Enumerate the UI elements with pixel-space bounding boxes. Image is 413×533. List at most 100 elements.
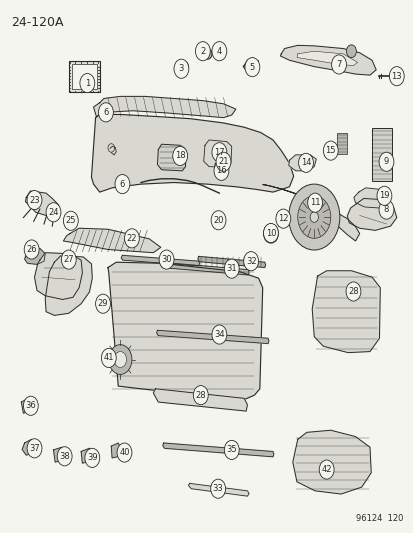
- Text: 14: 14: [300, 158, 311, 167]
- Circle shape: [124, 229, 139, 248]
- Text: 15: 15: [325, 146, 335, 155]
- Text: 33: 33: [212, 484, 223, 493]
- Text: 23: 23: [29, 196, 40, 205]
- Bar: [247, 60, 258, 70]
- Circle shape: [115, 174, 130, 193]
- Polygon shape: [22, 439, 34, 455]
- Circle shape: [24, 240, 39, 259]
- Polygon shape: [111, 443, 121, 458]
- Text: 35: 35: [226, 446, 237, 455]
- Polygon shape: [188, 483, 249, 496]
- Text: 40: 40: [119, 448, 129, 457]
- Polygon shape: [311, 271, 380, 353]
- Text: 21: 21: [218, 157, 228, 166]
- Polygon shape: [203, 140, 231, 167]
- Circle shape: [195, 42, 210, 61]
- Circle shape: [298, 154, 313, 172]
- Circle shape: [210, 479, 225, 498]
- Polygon shape: [121, 255, 199, 266]
- Circle shape: [309, 212, 318, 222]
- Polygon shape: [93, 96, 235, 118]
- Text: 20: 20: [213, 216, 223, 225]
- Circle shape: [61, 250, 76, 269]
- Text: 41: 41: [103, 353, 114, 362]
- Circle shape: [331, 55, 346, 74]
- Circle shape: [80, 74, 95, 93]
- Circle shape: [266, 228, 274, 239]
- Circle shape: [288, 184, 339, 250]
- Text: 27: 27: [63, 255, 74, 264]
- Text: 4: 4: [216, 47, 221, 55]
- Bar: [371, 128, 391, 181]
- Polygon shape: [81, 448, 92, 463]
- Polygon shape: [214, 161, 229, 172]
- Polygon shape: [156, 330, 268, 344]
- Circle shape: [211, 211, 225, 230]
- Polygon shape: [262, 184, 359, 241]
- Text: 13: 13: [391, 71, 401, 80]
- Polygon shape: [347, 198, 396, 230]
- Circle shape: [173, 59, 188, 78]
- Circle shape: [297, 196, 330, 238]
- Text: 3: 3: [178, 64, 184, 73]
- Text: 6: 6: [119, 180, 125, 189]
- Bar: [69, 61, 100, 92]
- Text: 18: 18: [174, 151, 185, 160]
- Text: 17: 17: [214, 148, 224, 157]
- Polygon shape: [243, 60, 258, 71]
- Circle shape: [57, 447, 72, 466]
- Circle shape: [346, 45, 356, 58]
- Circle shape: [98, 103, 113, 122]
- Polygon shape: [21, 399, 29, 413]
- Text: 39: 39: [87, 454, 97, 463]
- Text: 5: 5: [249, 63, 254, 71]
- Polygon shape: [212, 214, 223, 225]
- Circle shape: [211, 143, 226, 162]
- Circle shape: [378, 152, 393, 171]
- Text: 29: 29: [97, 299, 108, 308]
- Circle shape: [95, 294, 110, 313]
- Circle shape: [109, 345, 132, 374]
- Text: 19: 19: [378, 191, 389, 200]
- Text: 32: 32: [245, 257, 256, 265]
- Text: 24-120A: 24-120A: [11, 15, 63, 29]
- Circle shape: [23, 396, 38, 415]
- Text: 38: 38: [59, 452, 70, 461]
- Circle shape: [172, 147, 187, 165]
- Circle shape: [244, 58, 259, 77]
- Text: 25: 25: [65, 216, 76, 225]
- Polygon shape: [153, 389, 247, 411]
- Text: 9: 9: [383, 157, 388, 166]
- Polygon shape: [288, 155, 316, 171]
- Text: 28: 28: [195, 391, 206, 400]
- Bar: [71, 64, 97, 89]
- Text: 6: 6: [103, 108, 108, 117]
- Circle shape: [224, 259, 239, 278]
- Text: 96124  120: 96124 120: [355, 514, 402, 523]
- Circle shape: [216, 152, 230, 171]
- Polygon shape: [280, 45, 375, 75]
- Circle shape: [101, 349, 116, 368]
- Polygon shape: [91, 115, 293, 192]
- Circle shape: [389, 67, 403, 86]
- Text: 37: 37: [29, 444, 40, 453]
- Circle shape: [46, 203, 61, 222]
- Circle shape: [243, 252, 258, 271]
- Circle shape: [263, 223, 278, 243]
- Text: 11: 11: [309, 198, 320, 207]
- Circle shape: [203, 49, 211, 59]
- Circle shape: [378, 200, 393, 219]
- Circle shape: [323, 141, 337, 160]
- Circle shape: [224, 440, 239, 459]
- Circle shape: [211, 42, 226, 61]
- Text: 12: 12: [278, 214, 288, 223]
- Polygon shape: [53, 447, 64, 462]
- Text: 22: 22: [126, 234, 137, 243]
- Polygon shape: [197, 256, 265, 268]
- Circle shape: [63, 211, 78, 230]
- Circle shape: [159, 250, 173, 269]
- Circle shape: [27, 439, 42, 458]
- Circle shape: [117, 443, 132, 462]
- Polygon shape: [157, 144, 185, 171]
- Text: 10: 10: [265, 229, 275, 238]
